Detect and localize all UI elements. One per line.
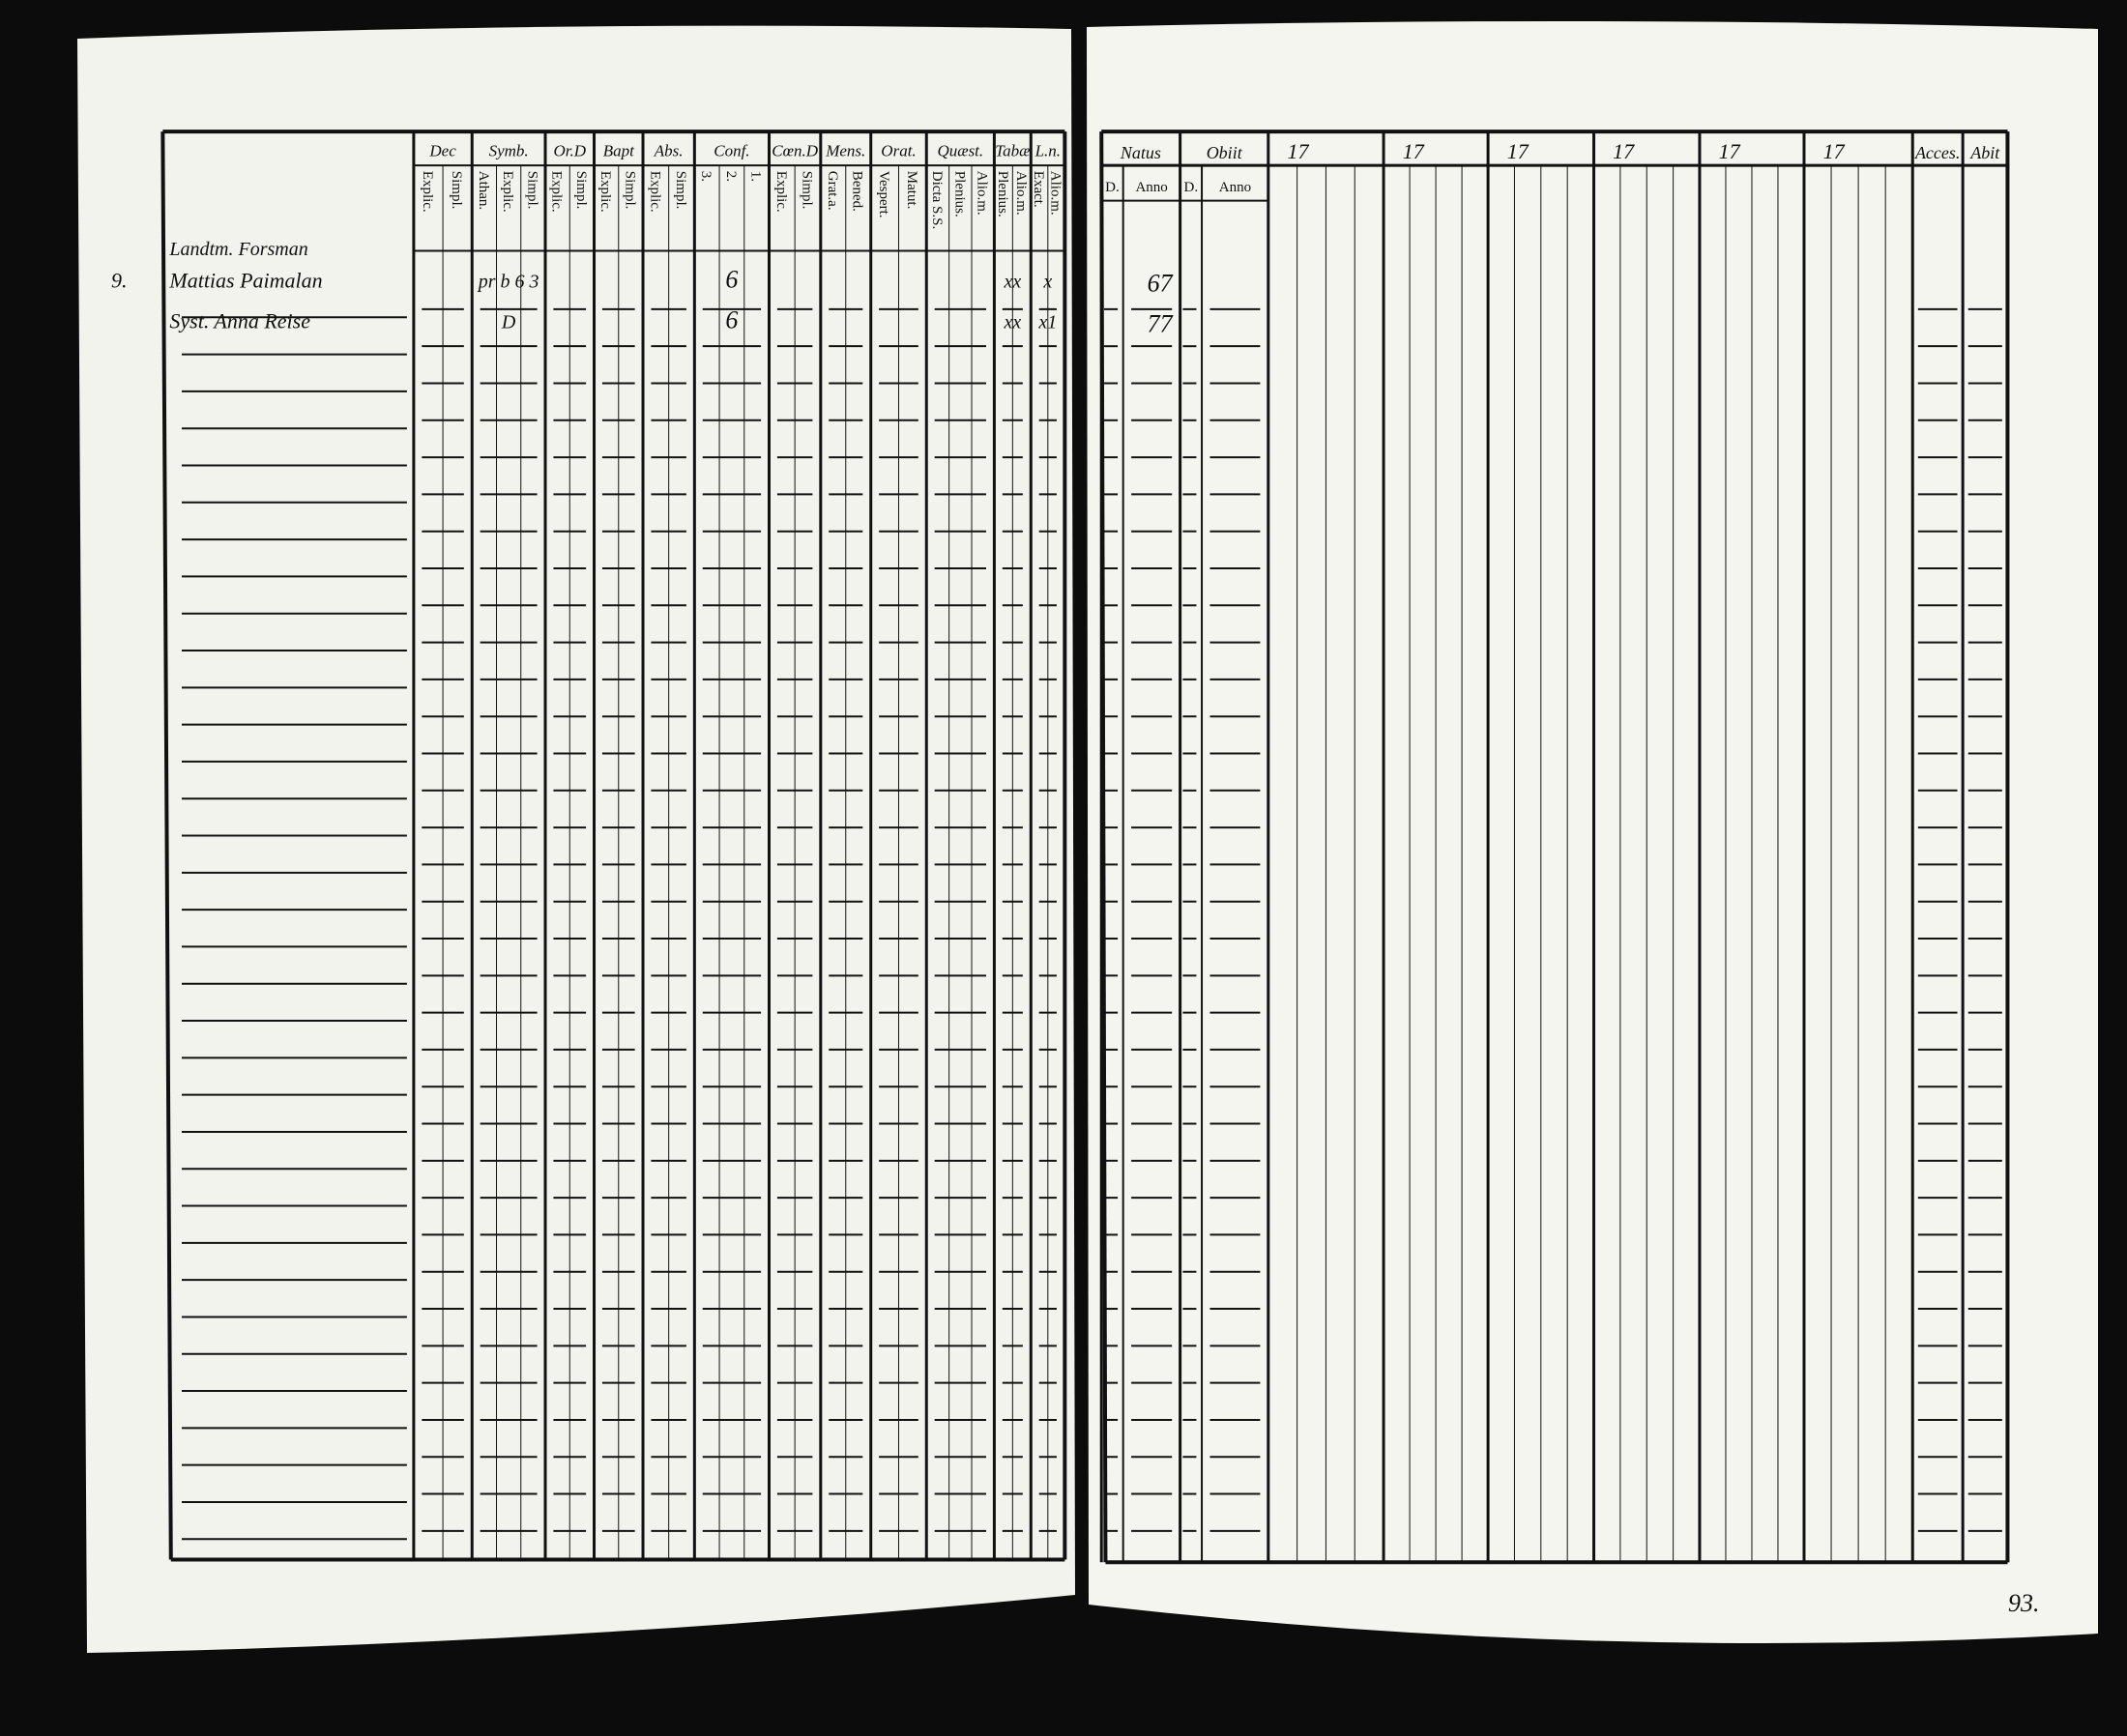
sub-header: Explic. <box>549 171 565 213</box>
entry-conf: 6 <box>725 306 738 334</box>
sub-header: 2. <box>723 171 739 182</box>
sub-header: Explic. <box>500 171 515 213</box>
sub-header: Matut. <box>904 171 919 210</box>
column-header: Quæst. <box>937 141 983 159</box>
sub-header: Explic. <box>773 171 789 213</box>
birth-year: 67 <box>1148 270 1174 298</box>
column-header: Orat. <box>881 141 916 159</box>
birth-year: 77 <box>1148 310 1174 338</box>
sub-header: D. <box>1105 180 1120 195</box>
sub-header: Simpl. <box>799 171 814 210</box>
sub-header: Simpl. <box>524 171 539 210</box>
entry-number: 9. <box>111 268 127 292</box>
column-header: Tabæ <box>995 141 1030 159</box>
sub-header: Exact. <box>1031 171 1046 208</box>
sub-header: Alio.m. <box>975 171 990 216</box>
sub-header: Simpl. <box>622 171 637 210</box>
column-header: 17 <box>1823 139 1846 163</box>
column-header: Symb. <box>489 141 529 159</box>
column-header: Bapt <box>603 141 635 159</box>
column-header: 17 <box>1403 139 1425 163</box>
column-header: 17 <box>1719 139 1741 163</box>
sub-header: Simpl. <box>673 171 688 210</box>
sub-header: Vespert. <box>876 171 891 218</box>
column-header: 17 <box>1507 139 1530 163</box>
column-header: Mens. <box>825 141 865 159</box>
column-header: Obiit <box>1207 143 1243 162</box>
column-header: Or.D <box>553 141 586 159</box>
entry-symb: D <box>501 312 516 333</box>
entry-name: Syst. Anna Reise <box>169 309 310 333</box>
column-header: 17 <box>1287 139 1309 163</box>
sub-header: Dicta S.S. <box>929 171 945 229</box>
sub-header: 1. <box>748 171 764 182</box>
sub-header: Simpl. <box>449 171 464 210</box>
column-header: Abit <box>1969 143 2000 162</box>
column-header: Conf. <box>714 141 749 159</box>
household: Landtm. Forsman <box>168 239 307 260</box>
sub-header: 3. <box>698 171 714 182</box>
sub-header: Anno <box>1219 180 1251 195</box>
column-header: Cœn.D <box>772 141 818 159</box>
column-header: Dec <box>428 141 456 159</box>
sub-header: Explic. <box>647 171 662 213</box>
sub-header: Grat.a. <box>825 171 840 211</box>
entry-ln: x1 <box>1037 312 1057 333</box>
column-header: 17 <box>1613 139 1635 163</box>
entry-tabae: xx <box>1003 271 1021 292</box>
sub-header: Plenius. <box>995 171 1010 217</box>
sub-header: D. <box>1184 180 1199 195</box>
page-number: 93. <box>2008 1589 2040 1617</box>
sub-header: Anno <box>1135 180 1167 195</box>
entry-name: Mattias Paimalan <box>168 268 322 292</box>
sub-header: Plenius. <box>951 171 967 217</box>
sub-header: Explic. <box>420 171 435 213</box>
entry-tabae: xx <box>1003 312 1021 333</box>
column-header: L.n. <box>1034 141 1061 159</box>
left-page <box>77 25 1075 1654</box>
table-border <box>160 131 173 1560</box>
sub-header: Bened. <box>850 171 865 212</box>
column-header: Abs. <box>654 141 684 159</box>
entry-symb: pr b 6 3 <box>477 271 539 292</box>
sub-header: Alio.m. <box>1013 171 1029 216</box>
entry-ln: x <box>1042 271 1052 292</box>
sub-header: Alio.m. <box>1048 171 1064 216</box>
right-page <box>1087 20 2098 1644</box>
sub-header: Explic. <box>597 171 613 213</box>
column-header: Acces. <box>1914 143 1960 162</box>
entry-conf: 6 <box>725 265 738 293</box>
column-header: Natus <box>1120 143 1161 162</box>
sub-header: Athan. <box>476 171 491 210</box>
sub-header: Simpl. <box>573 171 589 210</box>
